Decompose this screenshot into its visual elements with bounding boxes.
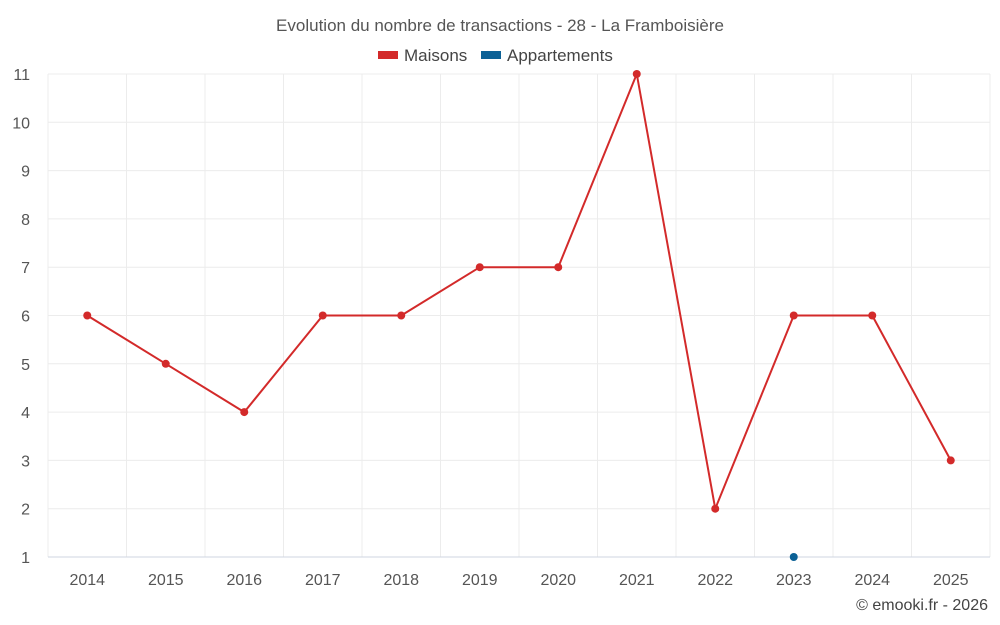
x-tick-label: 2024	[854, 572, 890, 589]
data-point-maisons[interactable]	[83, 311, 92, 320]
legend-swatch-appartements	[481, 51, 501, 59]
data-point-maisons[interactable]	[868, 311, 877, 320]
data-point-maisons[interactable]	[240, 408, 249, 417]
x-tick-label: 2022	[697, 572, 733, 589]
x-tick-label: 2020	[540, 572, 576, 589]
credit-text: © emooki.fr - 2026	[856, 597, 988, 614]
y-tick-label: 8	[21, 212, 30, 229]
chart-title: Evolution du nombre de transactions - 28…	[276, 16, 724, 35]
data-point-maisons[interactable]	[632, 70, 641, 78]
y-tick-label: 4	[21, 405, 30, 422]
x-tick-label: 2014	[69, 572, 105, 589]
series-line-maisons	[86, 73, 952, 510]
y-tick-label: 11	[13, 67, 30, 84]
series-maisons	[83, 70, 955, 513]
data-point-maisons[interactable]	[397, 311, 406, 320]
y-tick-label: 7	[21, 260, 30, 277]
y-tick-label: 6	[21, 309, 30, 326]
y-tick-label: 10	[12, 115, 30, 132]
y-tick-label: 5	[21, 357, 30, 374]
data-point-maisons[interactable]	[789, 311, 798, 320]
legend-label-maisons: Maisons	[404, 46, 467, 65]
series-layer	[83, 70, 955, 561]
grid	[47, 73, 991, 558]
y-axis-ticks: 1 2 3 4 5 6 7 8 9 10 11	[12, 67, 30, 567]
data-point-maisons[interactable]	[711, 504, 720, 513]
data-point-maisons[interactable]	[946, 456, 955, 465]
x-tick-label: 2018	[383, 572, 419, 589]
legend-item-appartements[interactable]: Appartements	[481, 46, 613, 65]
legend-item-maisons[interactable]: Maisons	[378, 46, 467, 65]
legend: Maisons Appartements	[378, 46, 613, 65]
x-tick-label: 2021	[619, 572, 655, 589]
data-point-maisons[interactable]	[475, 263, 484, 272]
x-axis-ticks: 2014 2015 2016 2017 2018 2019 2020 2021 2022 2023…	[69, 572, 968, 589]
x-tick-label: 2017	[305, 572, 341, 589]
x-tick-label: 2016	[226, 572, 262, 589]
x-tick-label: 2019	[462, 572, 498, 589]
y-tick-label: 3	[21, 453, 30, 470]
x-tick-label: 2015	[148, 572, 184, 589]
y-tick-label: 2	[21, 502, 30, 519]
data-point-maisons[interactable]	[554, 263, 563, 272]
series-appartements	[789, 553, 798, 561]
y-tick-label: 9	[21, 164, 30, 181]
data-point-appartements[interactable]	[789, 553, 798, 561]
legend-swatch-maisons	[378, 51, 398, 59]
x-tick-label: 2023	[776, 572, 812, 589]
data-point-maisons[interactable]	[161, 359, 170, 368]
y-tick-label: 1	[21, 550, 30, 567]
x-tick-label: 2025	[933, 572, 969, 589]
data-point-maisons[interactable]	[318, 311, 327, 320]
legend-label-appartements: Appartements	[507, 46, 613, 65]
